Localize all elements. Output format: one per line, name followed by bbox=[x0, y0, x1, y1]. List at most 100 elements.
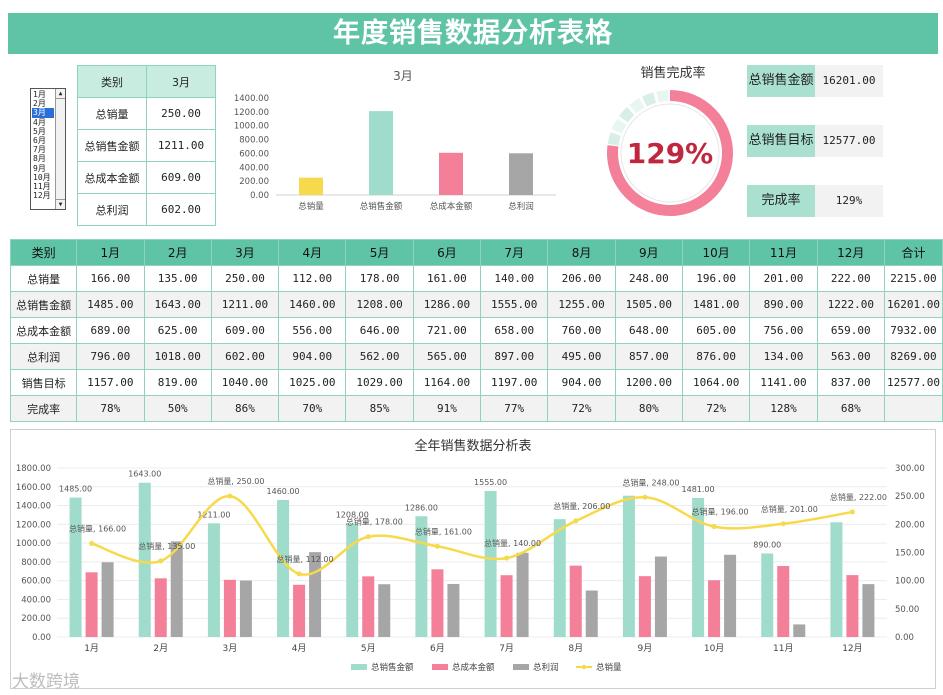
month-row-label: 总销售金额 bbox=[77, 129, 147, 162]
annual-bar bbox=[500, 575, 513, 637]
table-cell: 495.00 bbox=[547, 343, 616, 370]
table-cell: 556.00 bbox=[278, 317, 347, 344]
table-cell: 1255.00 bbox=[547, 291, 616, 318]
table-cell: 8269.00 bbox=[883, 343, 943, 370]
annual-bar bbox=[447, 583, 460, 637]
month-option[interactable]: 4月 bbox=[33, 117, 46, 127]
line-data-label: 总销量, 112.00 bbox=[277, 554, 334, 564]
table-cell: 201.00 bbox=[749, 265, 818, 292]
right-y-tick-label: 150.00 bbox=[895, 549, 925, 559]
month-x-tick-label: 总成本金额 bbox=[430, 201, 473, 212]
left-y-tick-label: 200.00 bbox=[21, 614, 51, 624]
donut-title: 销售完成率 bbox=[640, 65, 705, 81]
table-cell: 819.00 bbox=[143, 369, 212, 396]
month-bar bbox=[369, 111, 393, 195]
month-option[interactable]: 5月 bbox=[33, 126, 46, 136]
left-y-tick-label: 1200.00 bbox=[16, 520, 51, 530]
page-title: 年度销售数据分析表格 bbox=[8, 13, 938, 54]
month-table-header-category: 类别 bbox=[77, 65, 147, 98]
donut-track-segment bbox=[611, 118, 627, 134]
row-label-cell: 总利润 bbox=[9, 343, 78, 370]
table-cell: 689.00 bbox=[76, 317, 145, 344]
month-option[interactable]: 12月 bbox=[33, 191, 51, 201]
table-row: 总销量 166.00 135.00 250.00 112.00 178.00 161.00 1… bbox=[9, 265, 943, 292]
legend-label: 总销量 bbox=[596, 662, 622, 673]
month-option[interactable]: 8月 bbox=[33, 154, 46, 164]
table-cell: 77% bbox=[480, 395, 549, 422]
annual-bar bbox=[692, 497, 705, 637]
annual-bar bbox=[708, 580, 721, 637]
annual-bar bbox=[846, 575, 859, 637]
month-row-label: 总销量 bbox=[77, 97, 147, 130]
kpi-value: 12577.00 bbox=[815, 125, 883, 157]
scroll-up-arrow-icon[interactable]: ▲ bbox=[56, 89, 65, 99]
month-row-value: 602.00 bbox=[146, 193, 216, 226]
kpi-value: 16201.00 bbox=[815, 65, 883, 97]
annual-bar bbox=[223, 579, 236, 637]
table-cell: 876.00 bbox=[682, 343, 751, 370]
line-point bbox=[849, 509, 855, 515]
legend-label: 总利润 bbox=[533, 662, 559, 673]
month-row-label: 总利润 bbox=[77, 193, 147, 226]
table-cell: 1040.00 bbox=[210, 369, 280, 396]
line-data-label: 总销量, 140.00 bbox=[484, 538, 541, 548]
table-cell: 563.00 bbox=[816, 343, 885, 370]
scroll-down-arrow-icon[interactable]: ▼ bbox=[56, 199, 65, 209]
table-cell: 1029.00 bbox=[345, 369, 414, 396]
month-options[interactable]: 1月 2月 3月 4月 5月 6月 7月 8月 9月 10月 11月 12月 bbox=[32, 90, 54, 200]
listbox-scrollbar[interactable]: ▲ ▼ bbox=[55, 89, 65, 209]
line-data-label: 总销量, 201.00 bbox=[761, 504, 818, 514]
month-option[interactable]: 2月 bbox=[33, 99, 46, 109]
month-option[interactable]: 7月 bbox=[33, 145, 46, 155]
line-point bbox=[89, 540, 95, 546]
table-cell: 72% bbox=[682, 395, 751, 422]
bar-data-label: 1481.00 bbox=[682, 485, 715, 494]
table-cell: 1505.00 bbox=[614, 291, 684, 318]
annual-bar bbox=[724, 554, 737, 637]
donut-track-segment bbox=[607, 132, 621, 146]
line-data-label: 总销量, 206.00 bbox=[553, 501, 610, 511]
month-option[interactable]: 9月 bbox=[33, 163, 46, 173]
annual-bar bbox=[484, 491, 497, 637]
month-y-tick-label: 1400.00 bbox=[234, 94, 269, 104]
left-y-tick-label: 1800.00 bbox=[16, 464, 51, 474]
bar-data-label: 1555.00 bbox=[474, 478, 507, 487]
table-cell: 50% bbox=[143, 395, 212, 422]
table-header-cell: 2月 bbox=[143, 239, 212, 266]
table-cell: 1211.00 bbox=[210, 291, 280, 318]
month-option[interactable]: 6月 bbox=[33, 135, 46, 145]
month-y-tick-label: 400.00 bbox=[239, 163, 269, 173]
annual-bar bbox=[638, 576, 651, 637]
annual-data-table: 类别 1月 2月 3月 4月 5月 6月 7月 8月 9月 10月 11月 12月 合计 总销量 166.00… bbox=[9, 239, 943, 422]
table-cell: 70% bbox=[278, 395, 347, 422]
line-data-label: 总销量, 248.00 bbox=[622, 477, 679, 487]
annual-combo-chart: 全年销售数据分析表 0.00 200.00 400.00 600.00 800.00 10… bbox=[16, 438, 925, 673]
month-listbox[interactable]: 1月 2月 3月 4月 5月 6月 7月 8月 9月 10月 11月 12月 ▲ ▼ bbox=[30, 88, 66, 210]
table-cell: 196.00 bbox=[682, 265, 751, 292]
table-cell: 1141.00 bbox=[749, 369, 818, 396]
table-cell: 140.00 bbox=[480, 265, 549, 292]
line-point bbox=[158, 558, 164, 564]
month-option[interactable]: 11月 bbox=[33, 181, 51, 191]
month-y-tick-label: 200.00 bbox=[239, 177, 269, 187]
month-option[interactable]: 3月 bbox=[32, 108, 54, 118]
month-option[interactable]: 1月 bbox=[33, 90, 46, 99]
donut-track-segment bbox=[629, 98, 645, 114]
donut-track-segment bbox=[641, 92, 657, 107]
annual-bar bbox=[415, 516, 428, 637]
table-cell: 659.00 bbox=[816, 317, 885, 344]
table-cell: 1460.00 bbox=[278, 291, 347, 318]
legend-label: 总销售金额 bbox=[371, 662, 414, 673]
line-data-label: 总销量, 161.00 bbox=[415, 526, 472, 536]
line-data-label: 总销量, 178.00 bbox=[346, 517, 403, 527]
right-y-tick-label: 300.00 bbox=[895, 464, 925, 474]
month-option[interactable]: 10月 bbox=[33, 172, 51, 182]
line-point bbox=[642, 494, 648, 500]
table-row: 销售目标 1157.00 819.00 1040.00 1025.00 1029.00 11… bbox=[9, 369, 943, 396]
table-cell: 837.00 bbox=[816, 369, 885, 396]
donut-center-disc bbox=[620, 103, 720, 203]
table-header-cell: 7月 bbox=[480, 239, 549, 266]
table-cell: 222.00 bbox=[816, 265, 885, 292]
table-cell: 1286.00 bbox=[412, 291, 482, 318]
table-cell: 1222.00 bbox=[816, 291, 885, 318]
